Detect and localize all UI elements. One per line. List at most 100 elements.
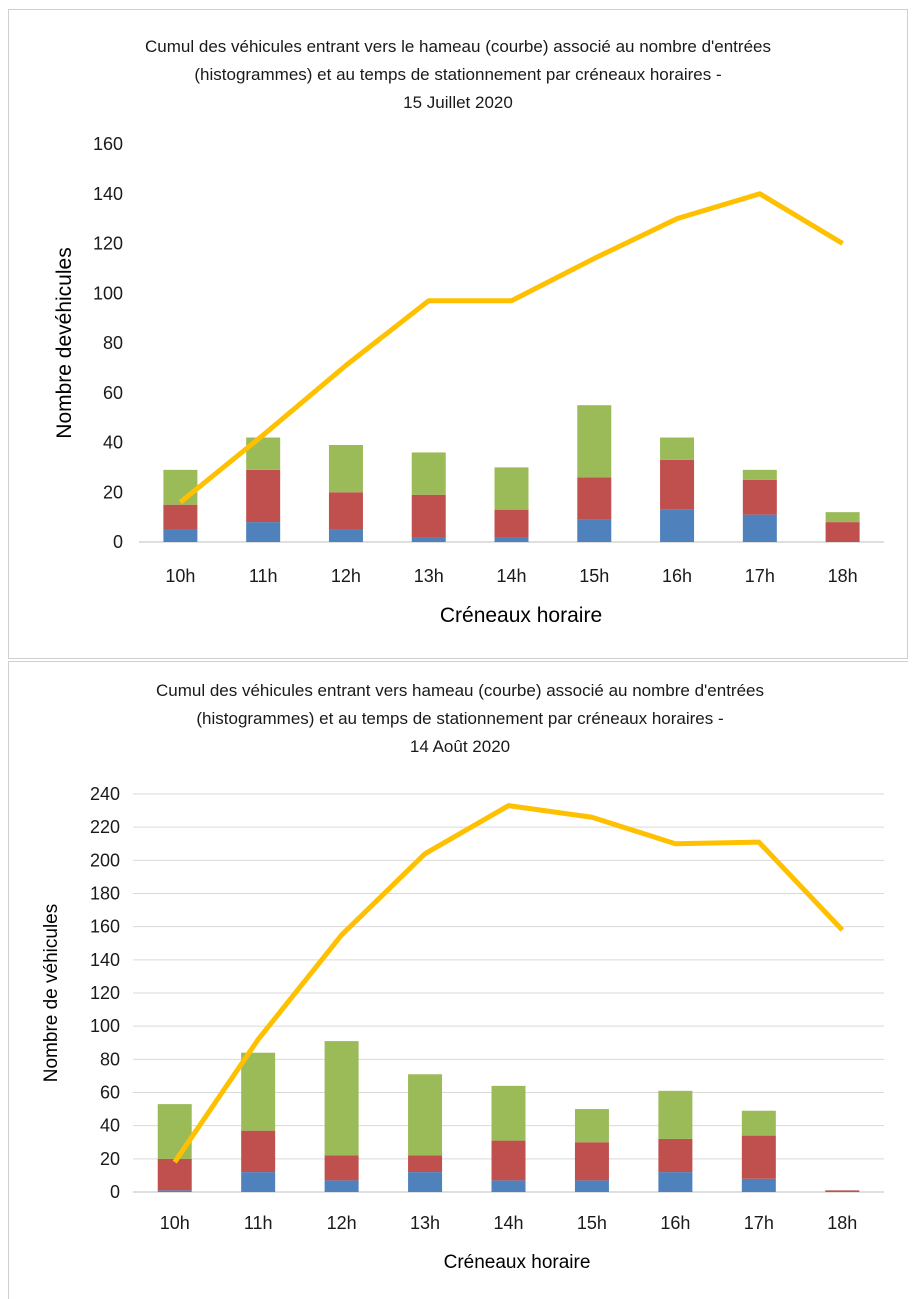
bar-segment-16h-series2 [658,1138,693,1173]
chart-panel-august: Cumul des véhicules entrant vers hameau … [8,661,908,1299]
chart-title-line: 15 Juillet 2020 [403,93,513,112]
y-tick-label: 20 [100,1149,120,1169]
bar-segment-10h-series1 [157,1190,192,1192]
bar-segment-11h-series2 [246,469,281,523]
bar-segment-12h-series2 [324,1155,359,1181]
bar-segment-14h-series3 [491,1085,526,1141]
x-tick-label: 12h [331,566,361,586]
y-axis-label: Nombre devéhicules [53,247,76,438]
x-tick-label: 11h [244,1213,273,1233]
bar-segment-11h-series3 [241,1052,276,1131]
y-tick-label: 240 [90,784,120,804]
bar-segment-16h-series3 [658,1090,693,1139]
bar-segment-15h-series1 [574,1180,609,1192]
x-tick-label: 10h [165,566,195,586]
chart-title-line: (histogrammes) et au temps de stationnem… [194,65,721,84]
bar-segment-13h-series3 [408,1074,443,1156]
x-tick-label: 18h [828,566,858,586]
bar-segment-17h-series3 [742,469,777,480]
x-tick-label: 13h [410,1213,440,1233]
bar-segment-15h-series1 [577,519,612,542]
bar-segment-16h-series1 [660,509,695,542]
chart-title-line: Cumul des véhicules entrant vers le hame… [145,37,771,56]
y-tick-label: 120 [90,983,120,1003]
bar-segment-12h-series2 [328,492,363,530]
y-tick-label: 200 [90,850,120,870]
bar-segment-17h-series3 [741,1110,776,1136]
x-tick-label: 18h [827,1213,857,1233]
y-tick-label: 40 [103,433,123,453]
chart-title-line: Cumul des véhicules entrant vers hameau … [156,681,764,700]
y-tick-label: 80 [103,333,123,353]
x-tick-label: 15h [577,1213,607,1233]
bar-segment-10h-series2 [157,1158,192,1191]
y-tick-label: 100 [93,283,123,303]
bar-segment-10h-series3 [163,469,198,505]
bar-segment-14h-series1 [491,1180,526,1192]
bar-segment-13h-series3 [411,452,446,495]
bar-segment-14h-series3 [494,467,529,510]
bar-segment-15h-series3 [574,1109,609,1143]
chart-panel-july: Cumul des véhicules entrant vers le hame… [8,9,908,659]
bar-segment-17h-series2 [741,1135,776,1179]
chart-svg-july: Cumul des véhicules entrant vers le hame… [53,37,884,627]
cumulative-line [172,803,845,1164]
y-tick-label: 180 [90,884,120,904]
chart-svg-august: Cumul des véhicules entrant vers hameau … [41,681,884,1273]
x-tick-label: 15h [579,566,609,586]
bar-segment-12h-series1 [328,529,363,542]
chart-title-line: 14 Août 2020 [410,737,510,756]
y-tick-label: 100 [90,1016,120,1036]
bar-segment-16h-series3 [660,437,695,460]
cumulative-line [178,191,844,505]
bar-segment-18h-series2 [825,522,860,542]
bar-segment-10h-series2 [163,504,198,530]
bar-segment-15h-series3 [577,405,612,478]
bar-segment-14h-series2 [491,1140,526,1181]
x-tick-label: 17h [744,1213,774,1233]
x-tick-label: 13h [414,566,444,586]
y-tick-label: 220 [90,817,120,837]
bar-segment-12h-series3 [328,444,363,493]
x-tick-label: 10h [160,1213,190,1233]
bar-segment-16h-series1 [658,1172,693,1192]
x-tick-label: 12h [327,1213,357,1233]
bar-segment-11h-series1 [241,1172,276,1192]
y-tick-label: 0 [113,532,123,552]
y-tick-label: 60 [103,383,123,403]
bar-segment-12h-series3 [324,1041,359,1156]
bar-segment-13h-series2 [408,1155,443,1173]
chart-title-line: (histogrammes) et au temps de stationnem… [196,709,723,728]
bar-segment-15h-series2 [577,477,612,520]
bar-segment-18h-series2 [825,1190,860,1192]
bar-segment-17h-series1 [742,514,777,542]
x-axis-label: Créneaux horaire [440,604,602,627]
x-tick-label: 16h [662,566,692,586]
bar-segment-14h-series1 [494,537,529,542]
y-axis-label: Nombre de véhicules [41,904,62,1082]
bar-segment-15h-series2 [574,1142,609,1181]
y-tick-label: 140 [93,184,123,204]
x-tick-label: 17h [745,566,775,586]
bar-segment-11h-series1 [246,522,281,542]
y-tick-label: 140 [90,950,120,970]
bar-segment-10h-series3 [157,1104,192,1159]
bar-segment-13h-series2 [411,494,446,538]
bar-segment-18h-series3 [825,512,860,523]
y-tick-label: 160 [93,134,123,154]
y-tick-label: 80 [100,1049,120,1069]
bar-segment-13h-series1 [408,1172,443,1192]
bar-segment-16h-series2 [660,459,695,510]
y-tick-label: 60 [100,1083,120,1103]
x-tick-label: 14h [493,1213,523,1233]
bar-segment-13h-series1 [411,537,446,542]
y-tick-label: 40 [100,1116,120,1136]
bar-segment-14h-series2 [494,509,529,538]
bar-segment-11h-series2 [241,1130,276,1173]
y-tick-label: 160 [90,917,120,937]
x-axis-label: Créneaux horaire [444,1252,591,1273]
y-tick-label: 120 [93,234,123,254]
x-tick-label: 11h [249,566,278,586]
y-tick-label: 20 [103,482,123,502]
bar-segment-17h-series2 [742,479,777,515]
